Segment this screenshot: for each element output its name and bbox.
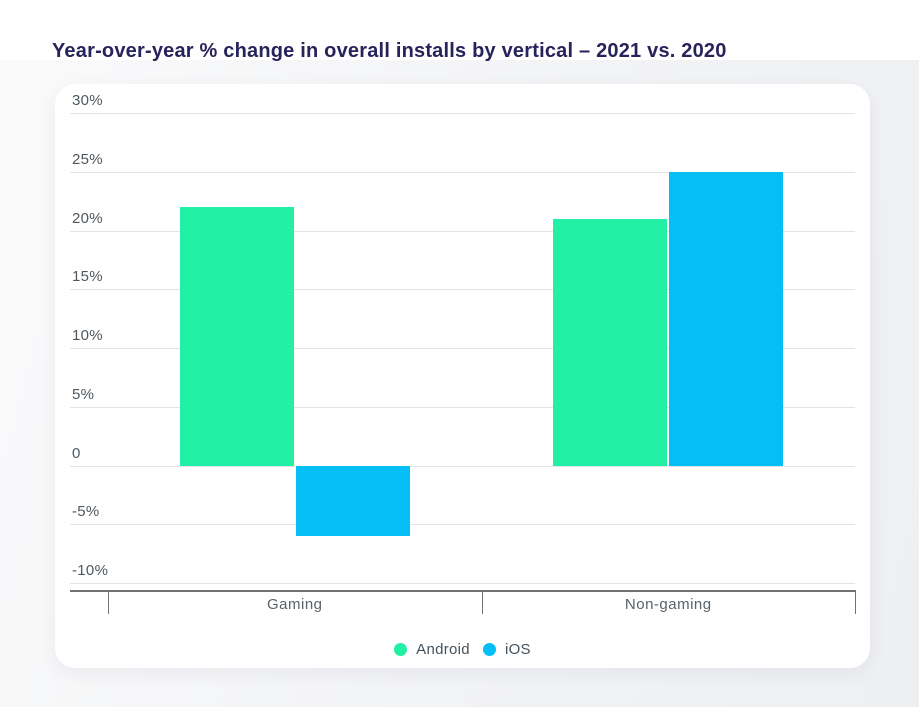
y-axis-label: -10% bbox=[72, 562, 109, 579]
y-axis-label: 15% bbox=[72, 268, 103, 286]
legend-item-ios[interactable]: iOS bbox=[482, 640, 531, 658]
bar-chart: 30% 25% 20% 15% 10% 5% 0 -5% -10% Gaming Non-gamin… bbox=[55, 84, 870, 668]
gridline bbox=[70, 465, 855, 467]
x-axis-line bbox=[70, 590, 855, 592]
page-title: Year-over-year % change in overall insta… bbox=[52, 40, 727, 63]
gridline bbox=[70, 230, 855, 232]
legend-label-android: Android bbox=[416, 640, 470, 658]
legend-dot-android bbox=[394, 642, 408, 656]
x-axis-tick bbox=[855, 590, 856, 614]
gridline bbox=[70, 289, 855, 291]
gridline bbox=[70, 583, 855, 584]
x-axis-tick bbox=[108, 590, 109, 614]
chart-card: 30% 25% 20% 15% 10% 5% 0 -5% -10% Gaming Non-gamin… bbox=[55, 84, 870, 668]
bar-android-non-gaming[interactable] bbox=[553, 218, 668, 466]
y-axis-label: 5% bbox=[72, 385, 95, 403]
legend-dot-ios bbox=[482, 642, 496, 656]
y-axis-label: 20% bbox=[72, 209, 103, 227]
gridline bbox=[70, 524, 855, 526]
legend: Android iOS bbox=[55, 639, 870, 659]
bar-ios-non-gaming[interactable] bbox=[669, 171, 784, 466]
y-axis-label: -5% bbox=[72, 503, 100, 521]
gridline bbox=[70, 171, 855, 173]
y-axis-label: 0 bbox=[72, 444, 81, 462]
x-axis-label-gaming: Gaming bbox=[266, 596, 323, 613]
y-axis-label: 10% bbox=[72, 327, 103, 344]
bar-ios-gaming[interactable] bbox=[295, 465, 410, 536]
legend-item-android[interactable]: Android bbox=[394, 641, 470, 658]
y-axis-label: 30% bbox=[72, 92, 103, 109]
gridline bbox=[70, 348, 855, 349]
x-axis-label-non-gaming: Non-gaming bbox=[624, 596, 712, 613]
bar-android-gaming[interactable] bbox=[179, 207, 294, 466]
gridline bbox=[70, 113, 855, 114]
x-axis-tick bbox=[481, 590, 483, 614]
legend-label-ios: iOS bbox=[504, 640, 531, 658]
gridline bbox=[70, 406, 855, 408]
y-axis-label: 25% bbox=[72, 150, 103, 168]
